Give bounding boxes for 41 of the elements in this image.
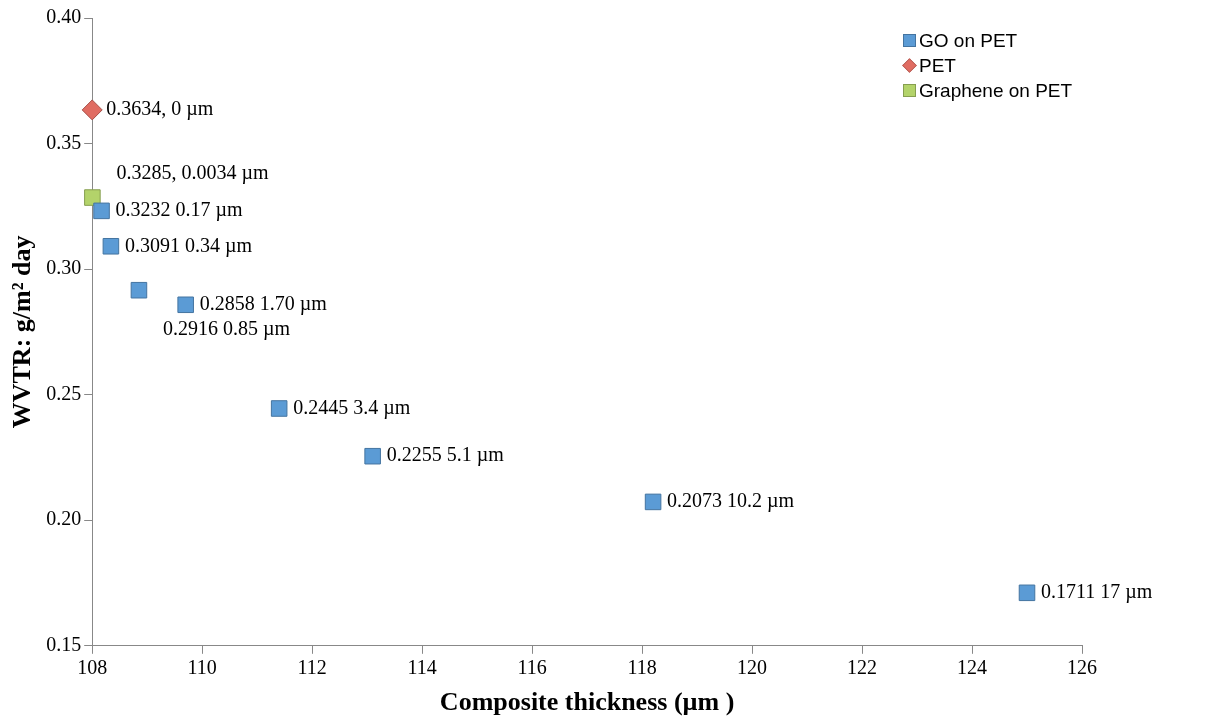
data-label: 0.2073 10.2 µm (667, 489, 795, 513)
data-label: 0.3285, 0.0034 µm (116, 160, 269, 184)
data-label: 0.3232 0.17 µm (115, 198, 244, 222)
data-label: 0.3091 0.34 µm (124, 233, 253, 257)
y-tick-label: 0.25 (46, 381, 82, 404)
point (84, 189, 101, 206)
x-tick-label: 126 (1067, 656, 1097, 679)
point (270, 400, 288, 417)
point (644, 493, 662, 511)
point (364, 447, 381, 465)
y-tick-label: 0.15 (46, 633, 82, 656)
point (130, 281, 148, 299)
x-tick-label: 112 (297, 656, 327, 679)
data-label: 0.2255 5.1 µm (386, 443, 505, 467)
y-tick-label: 0.35 (46, 130, 82, 153)
point (177, 296, 194, 314)
x-tick-label: 108 (77, 656, 108, 679)
point (81, 99, 103, 121)
x-tick-label: 122 (847, 656, 878, 679)
point (93, 202, 110, 220)
x-tick-label: 118 (627, 656, 657, 679)
legend-label: Graphene on PET (919, 79, 1073, 102)
x-tick-label: 110 (187, 656, 217, 679)
point (102, 237, 120, 255)
y-tick-label: 0.30 (46, 256, 82, 279)
x-tick-label: 124 (957, 656, 988, 679)
data-label: 0.1711 17 µm (1041, 580, 1153, 604)
data-label: 0.3634, 0 µm (106, 97, 214, 121)
x-tick-label: 114 (407, 656, 437, 679)
x-tick-label: 120 (737, 656, 768, 679)
x-tick-label: 116 (517, 656, 547, 679)
y-axis-title: WVTR: g/m² day (7, 235, 37, 429)
x-axis-title: Composite thickness (µm ) (439, 687, 735, 717)
data-label: 0.2858 1.70 µm (199, 292, 328, 316)
y-tick-label: 0.40 (46, 5, 82, 28)
legend-label: PET (919, 54, 956, 77)
legend-label: GO on PET (919, 29, 1018, 52)
data-label: 0.2916 0.85 µm (162, 317, 291, 341)
y-tick-label: 0.20 (46, 507, 82, 530)
point (1018, 584, 1036, 602)
data-label: 0.2445 3.4 µm (293, 395, 411, 419)
